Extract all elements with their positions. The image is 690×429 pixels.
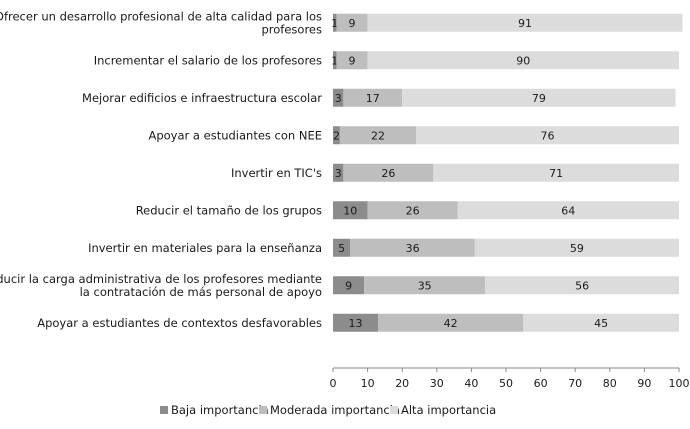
- data-label: 5: [338, 242, 345, 255]
- category-label: la contratación de más personal de apoyo: [80, 285, 322, 299]
- data-label: 17: [366, 92, 380, 105]
- data-label: 3: [335, 167, 342, 180]
- category-label: Reducir el tamaño de los grupos: [136, 203, 322, 217]
- data-label: 9: [349, 54, 356, 67]
- data-label: 1: [331, 54, 338, 67]
- bar-segment: [523, 313, 679, 332]
- data-label: 45: [594, 317, 608, 330]
- x-tick-label: 0: [330, 377, 337, 390]
- data-label: 9: [345, 279, 352, 292]
- category-label: Mejorar edificios e infraestructura esco…: [82, 91, 322, 105]
- category-label: Ofrecer un desarrollo profesional de alt…: [0, 9, 322, 23]
- category-label: Apoyar a estudiantes de contextos desfav…: [37, 316, 322, 330]
- bar-segment: [333, 313, 378, 332]
- category-label: profesores: [261, 22, 322, 36]
- data-label: 9: [349, 17, 356, 30]
- data-label: 3: [335, 92, 342, 105]
- data-label: 10: [343, 204, 357, 217]
- x-tick-label: 100: [669, 377, 690, 390]
- data-label: 2: [333, 129, 340, 142]
- data-label: 59: [570, 242, 584, 255]
- data-label: 76: [541, 129, 555, 142]
- bar-segment: [333, 163, 344, 182]
- bar-segment: [367, 51, 679, 70]
- data-label: 91: [518, 17, 532, 30]
- legend-entry: Baja importancia: [171, 403, 269, 417]
- bar-segment: [367, 201, 458, 220]
- bar-segment: [333, 13, 337, 32]
- x-tick-label: 90: [637, 377, 651, 390]
- legend-swatch: [259, 406, 267, 414]
- legend-swatch: [160, 406, 168, 414]
- bar-segment: [474, 238, 679, 257]
- bar-segment: [485, 276, 679, 295]
- bar-segment: [402, 88, 676, 107]
- bar-segment: [364, 276, 486, 295]
- data-label: 90: [516, 54, 530, 67]
- category-label: Apoyar a estudiantes con NEE: [148, 128, 322, 142]
- x-tick-label: 10: [361, 377, 375, 390]
- bar-segment: [336, 13, 368, 32]
- bar-segment: [333, 276, 365, 295]
- x-tick-label: 80: [603, 377, 617, 390]
- category-label: Reducir la carga administrativa de los p…: [0, 272, 322, 286]
- x-tick-label: 30: [430, 377, 444, 390]
- data-label: 26: [381, 167, 395, 180]
- bar-segment: [343, 88, 403, 107]
- data-label: 56: [575, 279, 589, 292]
- bar-segment: [333, 238, 351, 257]
- x-tick-label: 50: [499, 377, 513, 390]
- bar-segment: [433, 163, 679, 182]
- bar-segment: [343, 163, 434, 182]
- data-label: 1: [331, 17, 338, 30]
- data-label: 35: [418, 279, 432, 292]
- bar-segment: [333, 88, 344, 107]
- data-label: 79: [532, 92, 546, 105]
- data-label: 26: [406, 204, 420, 217]
- x-tick-label: 40: [464, 377, 478, 390]
- legend-swatch: [390, 406, 398, 414]
- bar-segment: [416, 126, 679, 145]
- data-label: 22: [371, 129, 385, 142]
- category-label: Invertir en TIC's: [231, 166, 322, 180]
- bar-segment: [377, 313, 524, 332]
- category-label: Incrementar el salario de los profesores: [94, 53, 322, 67]
- bar-segment: [333, 51, 337, 70]
- bar-segment: [367, 13, 683, 32]
- data-label: 13: [348, 317, 362, 330]
- bar-segment: [457, 201, 679, 220]
- x-tick-label: 60: [534, 377, 548, 390]
- category-label: Invertir en materiales para la enseñanza: [88, 241, 322, 255]
- x-tick-label: 70: [568, 377, 582, 390]
- bar-segment: [333, 126, 340, 145]
- bar-segment: [339, 126, 417, 145]
- legend-entry: Alta importancia: [401, 403, 496, 417]
- data-label: 71: [549, 167, 563, 180]
- bar-segment: [350, 238, 475, 257]
- data-label: 64: [561, 204, 575, 217]
- x-tick-label: 20: [395, 377, 409, 390]
- legend-entry: Moderada importancia: [270, 403, 400, 417]
- data-label: 36: [406, 242, 420, 255]
- data-label: 42: [444, 317, 458, 330]
- bar-segment: [333, 201, 368, 220]
- bar-segment: [336, 51, 368, 70]
